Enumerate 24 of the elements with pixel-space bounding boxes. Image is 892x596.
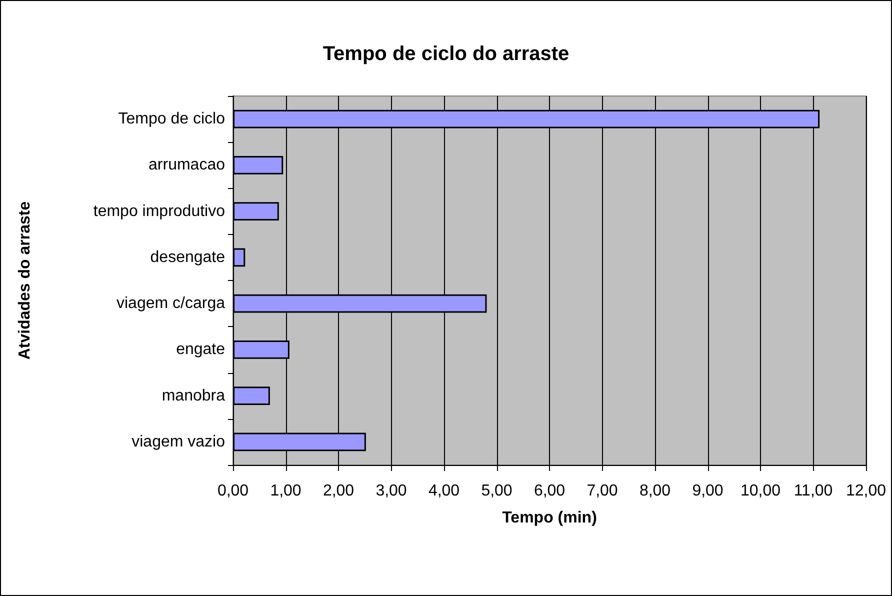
y-axis-title: Atvidades do arraste: [16, 201, 34, 360]
x-axis-title: Tempo (min): [502, 510, 597, 526]
y-tick-label: arrumacao: [148, 156, 226, 174]
y-tick-label: desengate: [150, 248, 226, 266]
x-tick-label: 5,00: [481, 482, 512, 500]
x-tick-label: 1,00: [270, 482, 302, 500]
y-tick-label: Tempo de ciclo: [118, 110, 226, 128]
y-tick-label: viagem c/carga: [116, 295, 226, 312]
x-tick-label: 6,00: [534, 482, 566, 500]
chart-title: Tempo de ciclo do arraste: [322, 43, 570, 65]
x-tick-label: 7,00: [586, 482, 618, 500]
y-tick-label: viagem vazio: [132, 433, 226, 450]
x-tick-label: 4,00: [428, 482, 460, 500]
y-tick-label: manobra: [162, 387, 226, 404]
x-tick-label: 10,00: [740, 482, 781, 500]
x-tick-label: 3,00: [376, 482, 407, 500]
x-tick-label: 11,00: [794, 482, 833, 500]
x-tick-label: 0,00: [217, 482, 249, 500]
x-tick-label: 2,00: [322, 482, 354, 500]
y-tick-label: tempo improdutivo: [93, 202, 226, 220]
y-tick-label: engate: [176, 341, 226, 358]
x-tick-label: 9,00: [692, 482, 724, 500]
x-tick-label: 12,00: [846, 482, 886, 500]
x-tick-label: 8,00: [639, 482, 671, 500]
